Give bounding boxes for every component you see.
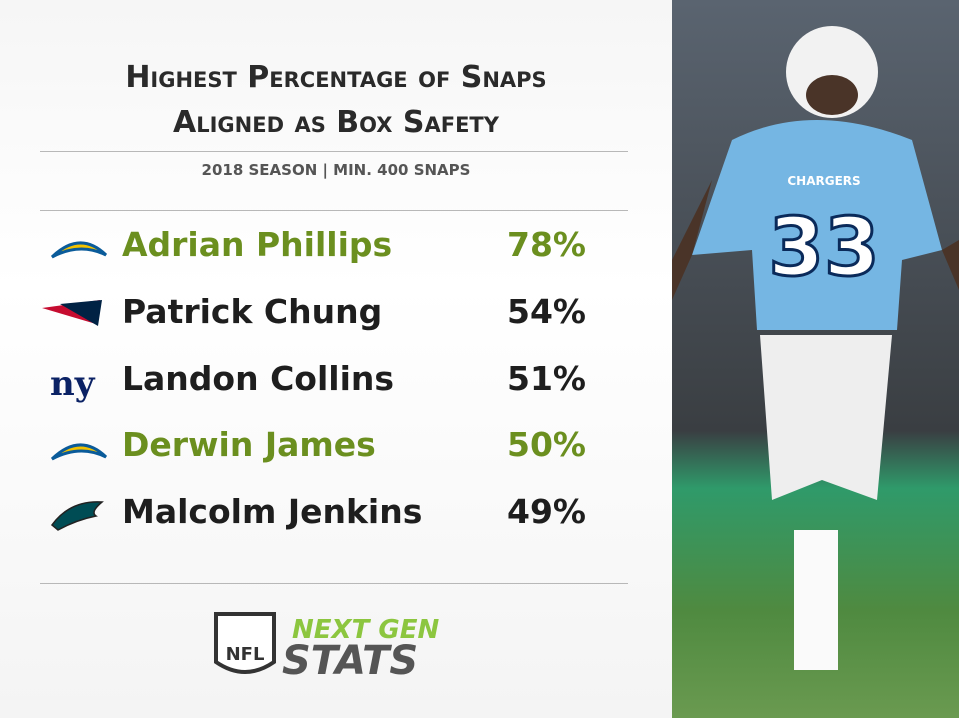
league: NFL bbox=[226, 644, 265, 665]
title-line: Highest Percentage of Snaps bbox=[125, 60, 547, 95]
footer-logo: NFL NEXT GEN STATS bbox=[214, 612, 439, 684]
jersey-number: 33 bbox=[768, 201, 879, 294]
player-name: Derwin James bbox=[122, 425, 376, 465]
logo-eagles bbox=[50, 501, 104, 531]
sock bbox=[794, 530, 838, 670]
jersey bbox=[692, 120, 942, 330]
title-line: Aligned as Box Safety bbox=[173, 105, 499, 140]
shield bbox=[214, 612, 276, 674]
player-name: Patrick Chung bbox=[122, 291, 383, 331]
player-value: 78% bbox=[507, 225, 586, 264]
player-value: 50% bbox=[507, 425, 586, 465]
team-logos: ny bbox=[42, 241, 108, 531]
subtitle: 2018 SEASON | MIN. 400 SNAPS bbox=[201, 161, 471, 179]
divider bbox=[40, 151, 628, 152]
jersey-team: CHARGERS bbox=[787, 174, 860, 188]
logo-chargers bbox=[50, 443, 108, 461]
player-value: 54% bbox=[507, 291, 586, 331]
logo-giants: ny bbox=[50, 364, 96, 404]
divider bbox=[40, 583, 628, 584]
player-value: 49% bbox=[507, 492, 586, 532]
face bbox=[806, 75, 858, 115]
divider bbox=[40, 210, 628, 211]
pants bbox=[760, 335, 892, 500]
brand-bottom: STATS bbox=[282, 638, 418, 684]
player-name: Malcolm Jenkins bbox=[122, 492, 423, 532]
player-name: Landon Collins bbox=[122, 358, 395, 398]
logo-chargers bbox=[50, 241, 108, 259]
player-photo: CHARGERS 33 bbox=[672, 0, 959, 718]
player-value: 51% bbox=[507, 358, 586, 398]
player-name: Adrian Phillips bbox=[122, 225, 393, 264]
logo-patriots bbox=[60, 300, 102, 326]
brand-top: NEXT GEN bbox=[292, 615, 439, 645]
